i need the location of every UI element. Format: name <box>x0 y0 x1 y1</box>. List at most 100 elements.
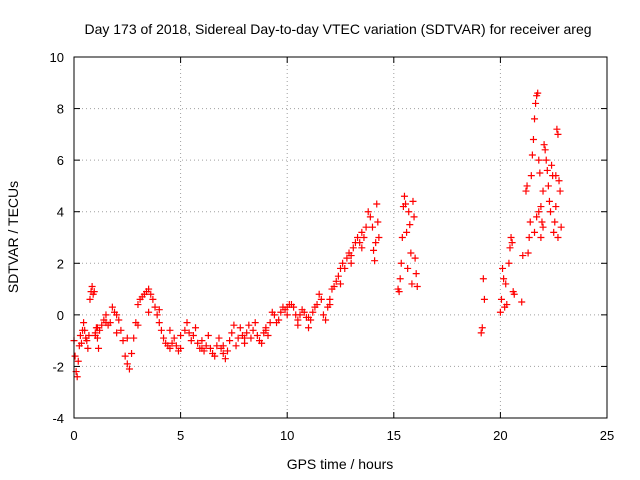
data-point <box>123 334 131 342</box>
data-point <box>480 295 488 303</box>
data-point <box>115 316 123 324</box>
data-point <box>192 324 200 332</box>
data-point <box>177 331 185 339</box>
data-point <box>296 311 304 319</box>
data-point <box>300 308 308 316</box>
data-point <box>545 197 553 205</box>
data-point <box>395 288 403 296</box>
data-point <box>234 334 242 342</box>
data-point <box>496 308 504 316</box>
data-point <box>537 203 545 211</box>
data-point <box>228 329 236 337</box>
x-tick-label: 5 <box>177 428 184 443</box>
data-point <box>502 280 510 288</box>
data-point <box>145 308 153 316</box>
data-point <box>236 324 244 332</box>
data-point <box>543 166 551 174</box>
data-point <box>232 342 240 350</box>
grid-lines <box>74 57 607 418</box>
data-point <box>71 352 79 360</box>
x-tick-label: 0 <box>70 428 77 443</box>
data-point <box>524 249 532 257</box>
data-point <box>145 285 153 293</box>
data-point <box>529 136 537 144</box>
data-point <box>405 208 413 216</box>
data-point <box>362 223 370 231</box>
data-point <box>77 339 85 347</box>
data-point <box>542 156 550 164</box>
data-point <box>221 355 229 363</box>
data-point <box>123 360 131 368</box>
data-point <box>155 306 163 314</box>
data-point <box>83 337 91 345</box>
y-tick-label: -4 <box>52 411 64 426</box>
data-point <box>155 319 163 327</box>
data-point <box>557 223 565 231</box>
data-point <box>535 156 543 164</box>
data-point <box>251 319 259 327</box>
data-point <box>85 331 93 339</box>
data-point <box>409 197 417 205</box>
data-point <box>400 192 408 200</box>
data-point <box>194 339 202 347</box>
data-point <box>550 228 558 236</box>
data-point <box>181 326 189 334</box>
data-point <box>368 223 376 231</box>
data-point <box>536 169 544 177</box>
data-point <box>187 337 195 345</box>
data-point <box>526 218 534 226</box>
data-point <box>166 344 174 352</box>
data-point <box>177 344 185 352</box>
data-point <box>406 221 414 229</box>
data-point <box>478 324 486 332</box>
data-point <box>249 326 257 334</box>
data-point <box>326 301 334 309</box>
data-point <box>157 326 165 334</box>
data-point <box>73 373 81 381</box>
data-point <box>531 115 539 123</box>
data-point <box>219 342 227 350</box>
data-point <box>294 321 302 329</box>
data-point <box>358 244 366 252</box>
data-point <box>403 228 411 236</box>
data-point <box>241 334 249 342</box>
data-point <box>125 365 133 373</box>
data-point <box>413 282 421 290</box>
data-point <box>84 344 92 352</box>
data-point <box>347 259 355 267</box>
data-point <box>527 172 535 180</box>
data-point <box>91 331 99 339</box>
data-point <box>185 329 193 337</box>
data-point <box>243 329 251 337</box>
data-points <box>70 89 565 381</box>
data-point <box>206 344 214 352</box>
data-point <box>202 342 210 350</box>
data-point <box>358 228 366 236</box>
data-point <box>371 257 379 265</box>
data-point <box>510 290 518 298</box>
data-point <box>198 337 206 345</box>
data-point <box>356 239 364 247</box>
data-point <box>266 319 274 327</box>
data-point <box>76 331 84 339</box>
data-point <box>407 249 415 257</box>
axis-ticks <box>73 56 608 419</box>
data-point <box>172 342 180 350</box>
data-point <box>219 350 227 358</box>
data-point <box>534 89 542 97</box>
data-point <box>253 331 261 339</box>
data-point <box>332 277 340 285</box>
data-point <box>80 319 88 327</box>
data-point <box>213 342 221 350</box>
x-tick-label: 15 <box>387 428 401 443</box>
data-point <box>88 282 96 290</box>
data-point <box>554 234 562 241</box>
data-point <box>374 218 382 226</box>
y-axis-label: SDTVAR / TECUs <box>5 181 21 293</box>
data-point <box>290 303 298 311</box>
data-point <box>307 316 315 324</box>
data-point <box>411 254 419 262</box>
data-point <box>93 324 101 332</box>
data-point <box>215 334 223 342</box>
